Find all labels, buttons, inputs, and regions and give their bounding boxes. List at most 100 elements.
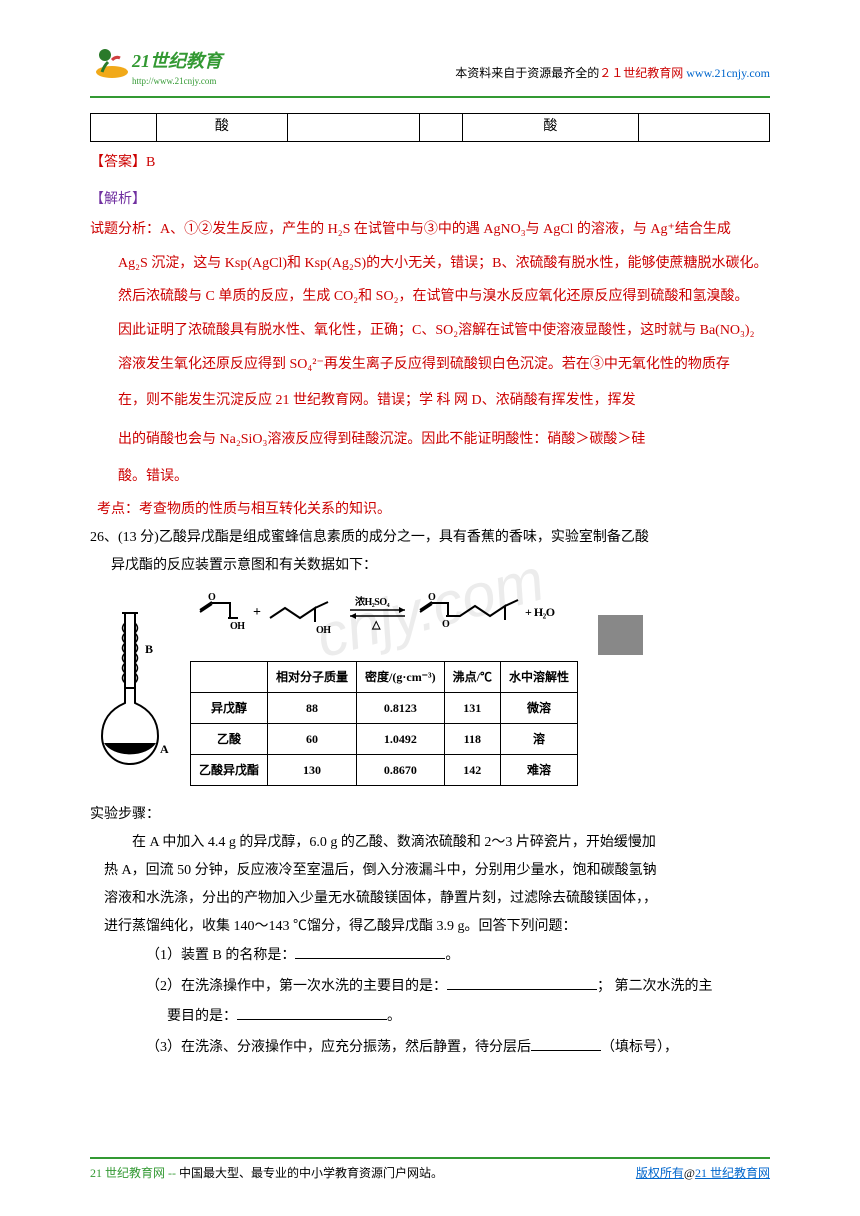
svg-text:△: △ (371, 619, 381, 631)
step-line: 热 A，回流 50 分钟，反应液冷至室温后，倒入分液漏斗中，分别用少量水，饱和碳… (104, 857, 770, 885)
footer-right-prefix: 版权所有 (636, 1166, 684, 1180)
sub-q2c: 要目的是：。 (167, 1002, 770, 1033)
steps-label: 实验步骤： (90, 801, 770, 829)
steps: 在 A 中加入 4.4 g 的异戊醇，6.0 g 的乙酸、数滴浓硫酸和 2～3 … (104, 829, 770, 941)
step-line: 进行蒸馏纯化，收集 140～143 ℃馏分，得乙酸异戊酯 3.9 g。回答下列问… (104, 913, 770, 941)
analysis-label: 【解析】 (90, 187, 770, 214)
footer-right-link[interactable]: 21 世纪教育网 (695, 1166, 770, 1180)
main-content: 酸 酸 【答案】B 【解析】 试题分析：A、①②发生反应，产生的 H₂S 在试管… (90, 113, 770, 1064)
mt-cell (288, 114, 419, 142)
mt-cell (638, 114, 769, 142)
shadow-decoration (598, 615, 643, 655)
td: 0.8123 (357, 692, 445, 723)
diagram-area: B A O OH + OH (90, 590, 770, 786)
sq3b-text: （填标号）， (601, 1040, 678, 1055)
svg-text:B: B (145, 642, 153, 656)
page-header: 21世纪教育 http://www.21cnjy.com 本资料来自于资源最齐全… (90, 40, 770, 86)
analysis-line: 因此证明了浓硫酸具有脱水性、氧化性，正确；C、SO₂溶解在试管中使溶液显酸性，这… (104, 314, 770, 348)
th: 沸点/℃ (444, 661, 500, 692)
svg-text:浓H₂SO₄: 浓H₂SO₄ (355, 595, 390, 608)
answer-value: B (146, 155, 155, 170)
mt-cell: 酸 (463, 114, 638, 142)
footer-right: 版权所有@21 世纪教育网 (636, 1164, 770, 1181)
td: 0.8670 (357, 754, 445, 785)
logo-url: http://www.21cnjy.com (132, 76, 222, 86)
td: 1.0492 (357, 723, 445, 754)
svg-text:+: + (253, 605, 261, 620)
mt-cell: 酸 (156, 114, 287, 142)
td: 142 (444, 754, 500, 785)
blank[interactable] (447, 976, 597, 990)
th: 水中溶解性 (500, 661, 577, 692)
mini-table: 酸 酸 (90, 113, 770, 142)
analysis-line: 出的硝酸也会与 Na₂SiO₃溶液反应得到硅酸沉淀。因此不能证明酸性：硝酸＞碳酸… (104, 420, 770, 459)
footer-at: @ (684, 1166, 695, 1180)
svg-text:O: O (208, 592, 216, 603)
svg-text:OH: OH (230, 621, 245, 632)
sq2b-text: ； 第二次水洗的主 (597, 979, 713, 994)
blank[interactable] (531, 1037, 601, 1051)
header-divider (90, 96, 770, 98)
sq2a-text: （2）在洗涤操作中，第一次水洗的主要目的是： (146, 979, 447, 994)
sq2c-text: 要目的是： (167, 1009, 237, 1024)
td: 88 (268, 692, 357, 723)
blank[interactable] (237, 1006, 387, 1020)
logo-area: 21世纪教育 http://www.21cnjy.com (90, 40, 222, 86)
svg-text:+ H₂O: + H₂O (525, 605, 555, 619)
blank[interactable] (295, 945, 445, 959)
mt-cell (419, 114, 463, 142)
chem-equation: O OH + OH 浓H₂SO₄ △ O (190, 590, 770, 655)
svg-text:O: O (428, 592, 436, 603)
table-row: 乙酸异戊酯 130 0.8670 142 难溶 (191, 754, 578, 785)
td: 118 (444, 723, 500, 754)
td: 60 (268, 723, 357, 754)
td: 微溶 (500, 692, 577, 723)
source-highlight: ２１世纪教育网 (599, 66, 683, 80)
sub-q2: （2）在洗涤操作中，第一次水洗的主要目的是： ； 第二次水洗的主 (146, 972, 770, 1003)
svg-text:A: A (160, 742, 169, 756)
logo-icon (90, 40, 130, 80)
table-row: 乙酸 60 1.0492 118 溶 (191, 723, 578, 754)
analysis-line: 然后浓硫酸与 C 单质的反应，生成 CO₂和 SO₂，在试管中与溴水反应氧化还原… (104, 280, 770, 314)
q26-head: 26、(13 分)乙酸异戊酯是组成蜜蜂信息素质的成分之一，具有香蕉的香味，实验室… (90, 524, 770, 552)
sub-q3: （3）在洗涤、分液操作中，应充分振荡，然后静置，待分层后 （填标号）， (146, 1033, 770, 1064)
analysis-line: 酸。错误。 (104, 460, 770, 494)
td: 乙酸异戊酯 (191, 754, 268, 785)
step-line: 溶液和水洗涤，分出的产物加入少量无水硫酸镁固体，静置片刻，过滤除去硫酸镁固体，， (104, 885, 770, 913)
sq3a-text: （3）在洗涤、分液操作中，应充分振荡，然后静置，待分层后 (146, 1040, 531, 1055)
sq1-text: （1）装置 B 的名称是： (146, 948, 295, 963)
source-link[interactable]: www.21cnjy.com (683, 66, 770, 80)
analysis-line: Ag₂S 沉淀，这与 Ksp(AgCl)和 Ksp(Ag₂S)的大小无关，错误；… (104, 247, 770, 281)
sub-q1: （1）装置 B 的名称是：。 (146, 941, 770, 972)
analysis-body: 试题分析：A、①②发生反应，产生的 H₂S 在试管中与③中的遇 AgNO₃与 A… (90, 213, 770, 493)
step-line: 在 A 中加入 4.4 g 的异戊醇，6.0 g 的乙酸、数滴浓硫酸和 2～3 … (104, 829, 770, 857)
analysis-line: 在，则不能发生沉淀反应 21 世纪教育网。错误；学 科 网 D、浓硝酸有挥发性，… (104, 381, 770, 420)
header-source: 本资料来自于资源最齐全的２１世纪教育网 www.21cnjy.com (455, 64, 770, 81)
analysis-line: 试题分析：A、①②发生反应，产生的 H₂S 在试管中与③中的遇 AgNO₃与 A… (90, 213, 770, 247)
question-26: 26、(13 分)乙酸异戊酯是组成蜜蜂信息素质的成分之一，具有香蕉的香味，实验室… (90, 524, 770, 1064)
svg-text:OH: OH (316, 625, 331, 636)
table-header-row: 相对分子质量 密度/(g·cm⁻³) 沸点/℃ 水中溶解性 (191, 661, 578, 692)
chem-block: O OH + OH 浓H₂SO₄ △ O (190, 590, 770, 786)
td: 130 (268, 754, 357, 785)
td: 乙酸 (191, 723, 268, 754)
q26-head2: 异戊酯的反应装置示意图和有关数据如下： (111, 552, 770, 580)
footer-left-text: 中国最大型、最专业的中小学教育资源门户网站。 (176, 1166, 443, 1180)
footer-left-prefix: 21 世纪教育网 -- (90, 1166, 176, 1180)
th: 相对分子质量 (268, 661, 357, 692)
td: 难溶 (500, 754, 577, 785)
source-prefix: 本资料来自于资源最齐全的 (455, 66, 599, 80)
page-footer: 21 世纪教育网 -- 中国最大型、最专业的中小学教育资源门户网站。 版权所有@… (90, 1157, 770, 1181)
flask-diagram: B A (90, 608, 180, 768)
th (191, 661, 268, 692)
td: 131 (444, 692, 500, 723)
answer-line: 【答案】B (90, 150, 770, 177)
footer-left: 21 世纪教育网 -- 中国最大型、最专业的中小学教育资源门户网站。 (90, 1164, 443, 1181)
logo-text: 21世纪教育 (132, 47, 222, 73)
mt-cell (91, 114, 157, 142)
td: 异戊醇 (191, 692, 268, 723)
data-table: 相对分子质量 密度/(g·cm⁻³) 沸点/℃ 水中溶解性 异戊醇 88 0.8… (190, 661, 578, 786)
svg-text:O: O (442, 619, 450, 630)
analysis-line: 溶液发生氧化还原反应得到 SO₄²⁻再发生离子反应得到硫酸钡白色沉淀。若在③中无… (104, 348, 770, 382)
topic-line: 考点：考查物质的性质与相互转化关系的知识。 (97, 497, 770, 524)
